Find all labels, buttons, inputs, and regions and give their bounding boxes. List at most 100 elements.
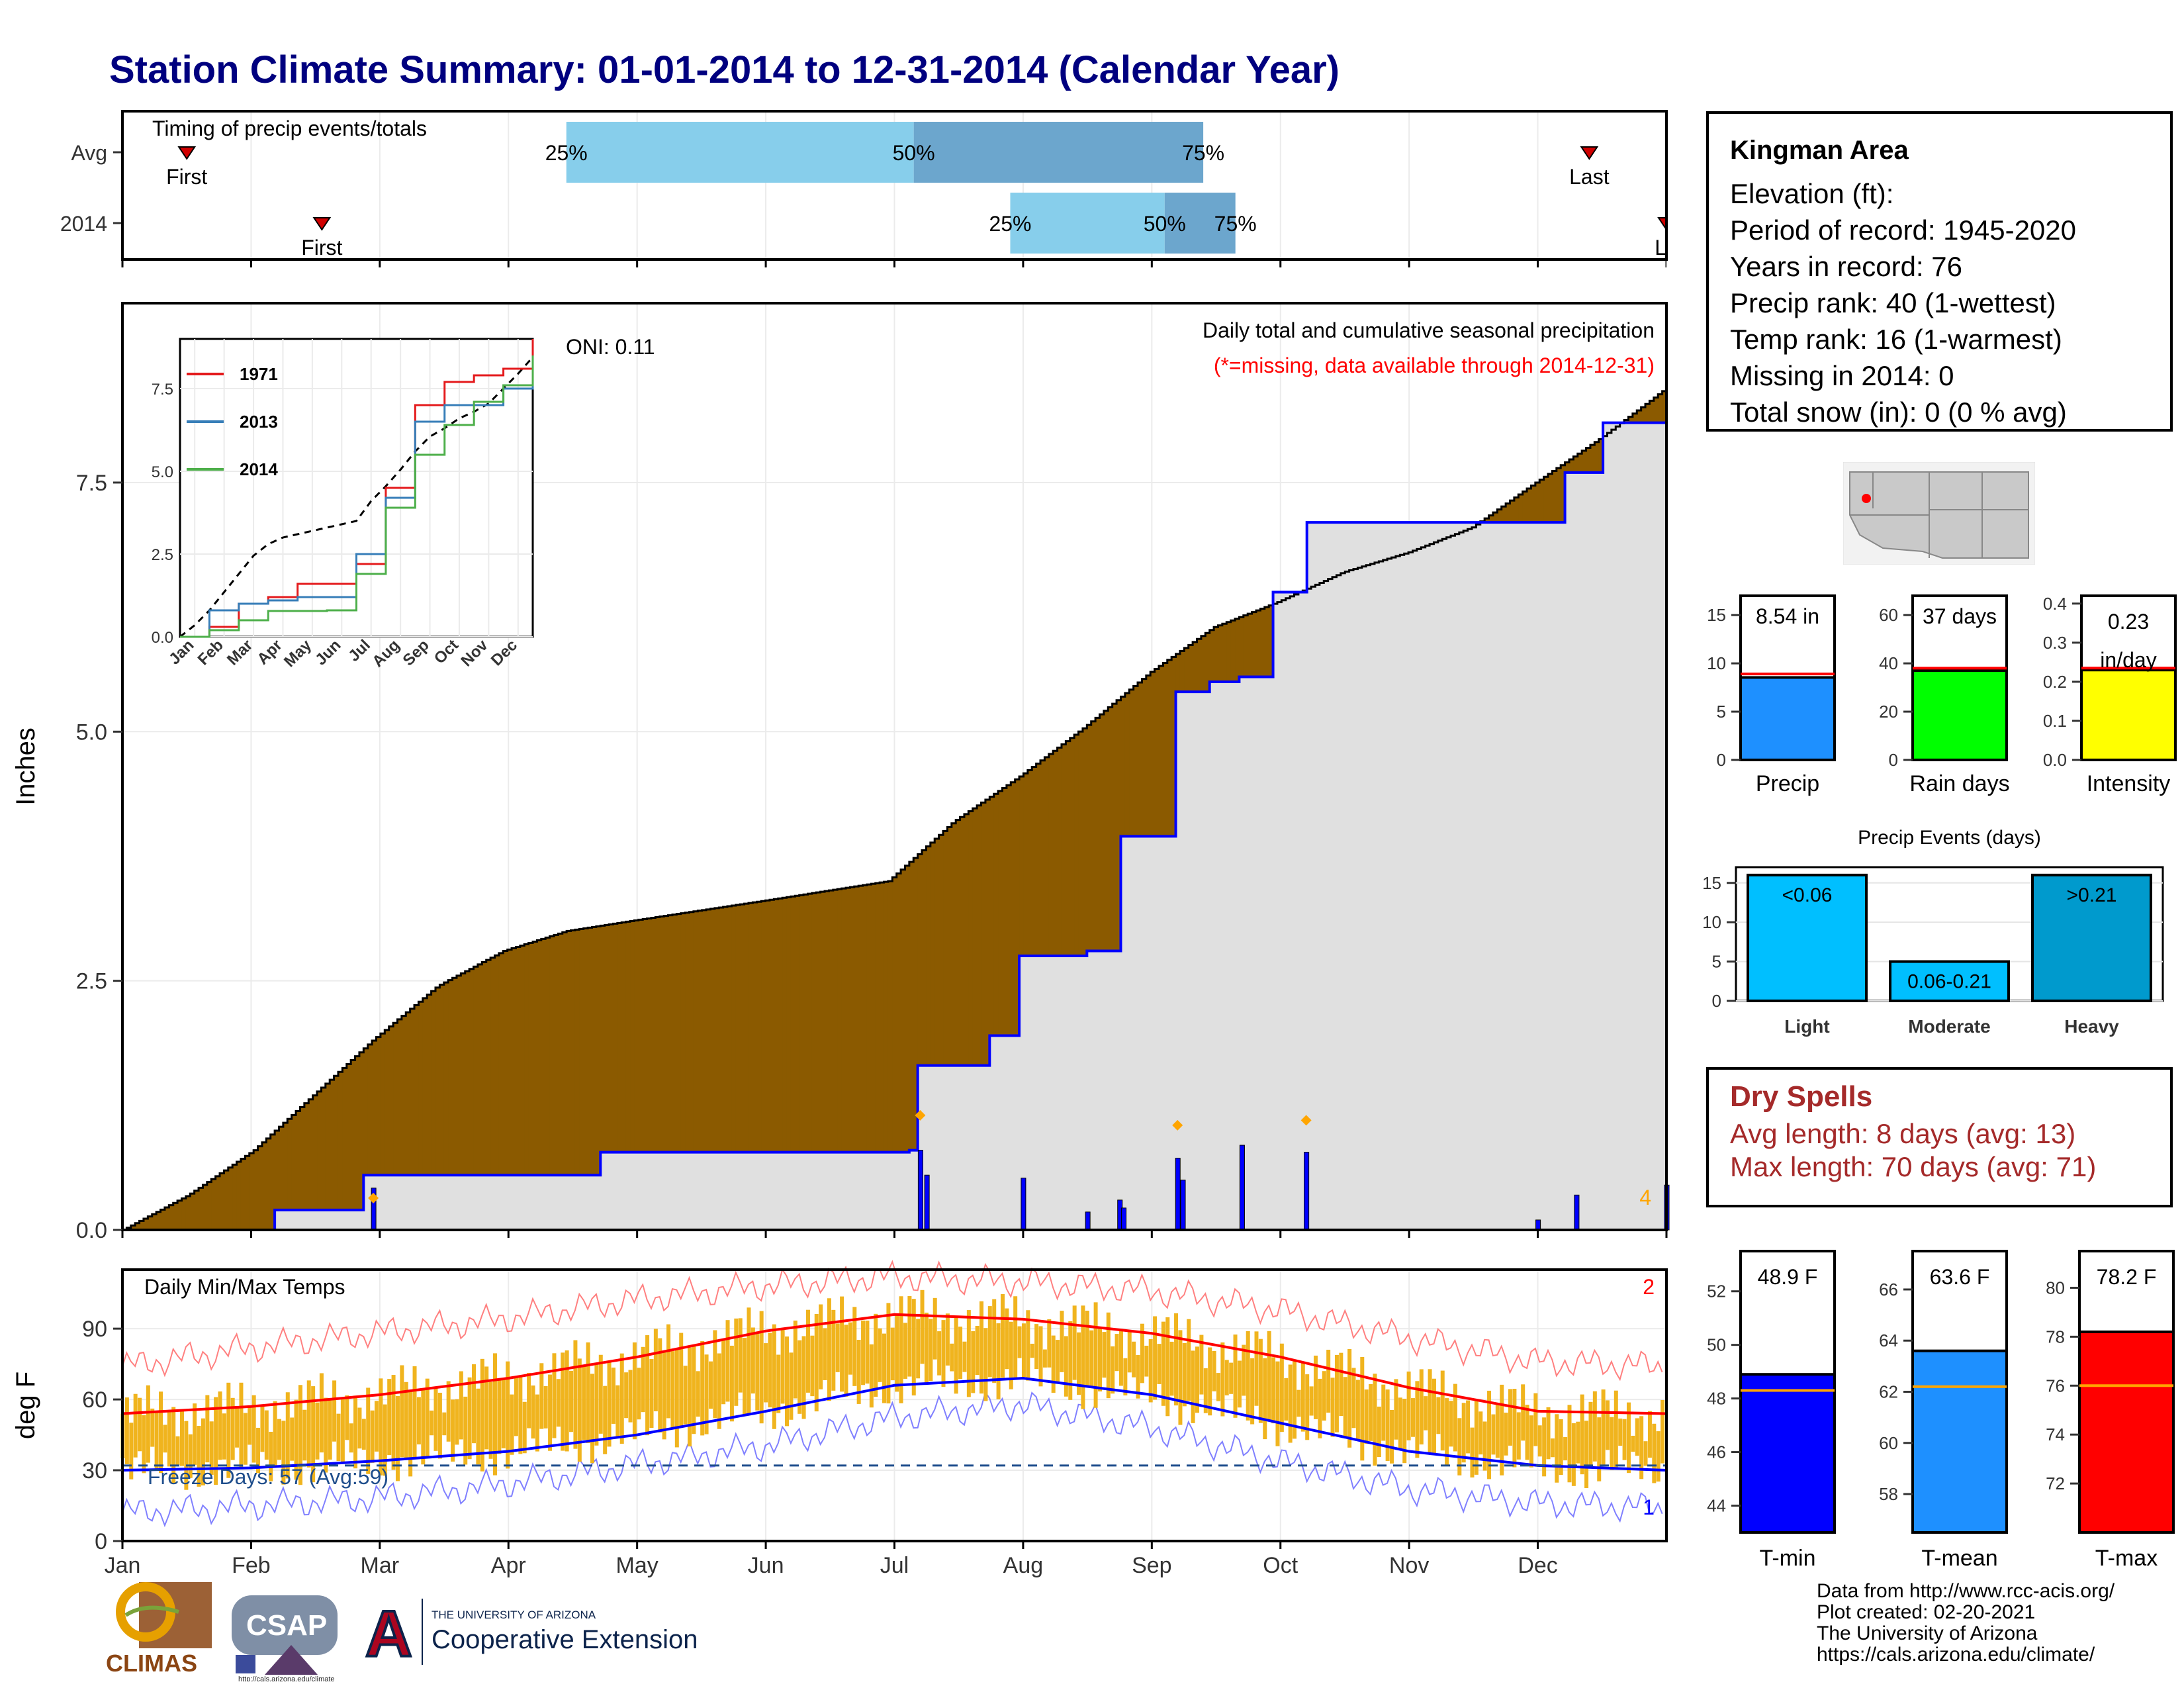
- daily-temp-bar: [1351, 1368, 1356, 1429]
- daily-temp-bar: [865, 1320, 870, 1384]
- station-name: Kingman Area: [1730, 136, 1909, 165]
- daily-temp-bar: [1300, 1362, 1305, 1432]
- summary-bar: [1911, 669, 2008, 761]
- observed-cumulative-line: [122, 421, 1666, 1231]
- station-elevation: Elevation (ft):: [1730, 178, 1894, 209]
- deficit-fill: [1488, 515, 1494, 523]
- daily-temp-bar: [527, 1372, 531, 1429]
- deficit-fill: [609, 924, 614, 1152]
- timing-row-name: 2014: [60, 212, 107, 236]
- deficit-fill: [1658, 394, 1663, 423]
- deficit-fill: [283, 1123, 288, 1210]
- daily-temp-bar: [1089, 1330, 1094, 1387]
- deficit-fill: [135, 1223, 140, 1230]
- deficit-fill: [930, 842, 935, 1066]
- deficit-fill: [1637, 410, 1642, 423]
- daily-temp-bar: [1178, 1330, 1183, 1425]
- daily-temp-bar: [1157, 1344, 1161, 1384]
- deficit-fill: [943, 831, 948, 1066]
- deficit-fill: [956, 820, 961, 1066]
- deficit-fill: [1129, 689, 1134, 837]
- month-label: Apr: [491, 1553, 526, 1578]
- deficit-fill: [177, 1200, 183, 1230]
- deficit-fill: [266, 1138, 271, 1230]
- daily-temp-bar: [1064, 1336, 1068, 1397]
- deficit-fill: [630, 921, 635, 1152]
- daily-precip-bar: [917, 1150, 923, 1231]
- deficit-fill: [1535, 482, 1540, 523]
- timing-pct-label: 25%: [545, 141, 588, 165]
- daily-temp-bar: [1102, 1332, 1107, 1378]
- daily-temp-bar: [531, 1385, 535, 1439]
- deficit-fill: [164, 1207, 169, 1230]
- deficit-fill: [613, 923, 618, 1152]
- daily-temp-bar: [163, 1425, 167, 1453]
- summary-tick-label: 0.1: [2043, 711, 2067, 731]
- timing-clip: [1666, 105, 1693, 273]
- daily-temp-bar: [801, 1336, 806, 1419]
- deficit-fill: [452, 978, 457, 1176]
- deficit-fill: [431, 991, 436, 1176]
- daily-temp-bar: [1424, 1396, 1428, 1430]
- summary-tick-label: 40: [1879, 653, 1898, 673]
- deficit-fill: [1214, 627, 1219, 682]
- daily-temp-bar: [230, 1397, 235, 1460]
- deficit-fill: [537, 940, 542, 1176]
- deficit-fill: [1078, 731, 1083, 957]
- daily-temp-bar: [146, 1385, 150, 1463]
- daily-temp-bar: [1140, 1323, 1144, 1383]
- daily-temp-bar: [379, 1378, 383, 1476]
- deficit-fill: [490, 957, 496, 1176]
- daily-temp-bar: [328, 1399, 332, 1460]
- daily-temp-bar: [1432, 1378, 1436, 1454]
- daily-temp-bar: [1144, 1345, 1149, 1377]
- deficit-fill: [1150, 671, 1156, 837]
- daily-temp-bar: [1203, 1368, 1208, 1413]
- deficit-fill: [803, 894, 809, 1152]
- deficit-fill: [397, 1019, 402, 1176]
- daily-temp-bar: [658, 1338, 662, 1433]
- precip-note: Daily total and cumulative seasonal prec…: [1203, 318, 1655, 342]
- daily-temp-bar: [1136, 1355, 1140, 1399]
- deficit-fill: [334, 1076, 339, 1210]
- deficit-fill: [558, 933, 563, 1176]
- deficit-fill: [866, 884, 872, 1152]
- daily-temp-bar: [1009, 1321, 1013, 1389]
- daily-temp-bar: [561, 1352, 565, 1451]
- daily-temp-bar: [1436, 1397, 1441, 1434]
- dry-spells-title: Dry Spells: [1730, 1080, 1873, 1113]
- deficit-fill: [185, 1196, 191, 1230]
- inset-ytick-label: 5.0: [152, 463, 173, 481]
- daily-temp-bar: [451, 1399, 455, 1462]
- summary-tick-label: 15: [1707, 605, 1726, 625]
- daily-temp-bar: [522, 1401, 527, 1454]
- deficit-fill: [913, 858, 919, 1150]
- daily-temp-bar: [615, 1385, 620, 1438]
- deficit-fill: [367, 1044, 373, 1176]
- daily-temp-bar: [776, 1354, 781, 1413]
- daily-temp-bar: [831, 1309, 836, 1391]
- deficit-fill: [203, 1185, 208, 1230]
- daily-precip-bar: [1021, 1178, 1026, 1231]
- deficit-fill: [410, 1008, 415, 1176]
- inset-ytick-label: 2.5: [152, 546, 173, 564]
- daily-temp-bar: [142, 1415, 146, 1474]
- deficit-fill: [1057, 747, 1062, 957]
- deficit-fill: [1543, 477, 1549, 523]
- tbar-tick-label: 64: [1879, 1331, 1898, 1350]
- inset-ytick-label: 7.5: [152, 381, 173, 399]
- deficit-fill: [190, 1194, 195, 1230]
- daily-temp-bar: [1618, 1418, 1623, 1446]
- deficit-fill: [1510, 500, 1515, 523]
- daily-temp-bar: [370, 1410, 375, 1463]
- deficit-fill: [1662, 391, 1667, 423]
- daily-temp-bar: [1077, 1332, 1081, 1395]
- deficit-fill: [1171, 657, 1177, 837]
- event-bar: [1747, 873, 1868, 1002]
- daily-temp-bar: [1271, 1357, 1276, 1424]
- summary-label: Intensity: [2087, 771, 2171, 796]
- deficit-fill: [372, 1040, 377, 1176]
- month-label: Aug: [1003, 1553, 1044, 1578]
- daily-temp-bar: [1580, 1394, 1584, 1475]
- deficit-fill: [528, 943, 533, 1176]
